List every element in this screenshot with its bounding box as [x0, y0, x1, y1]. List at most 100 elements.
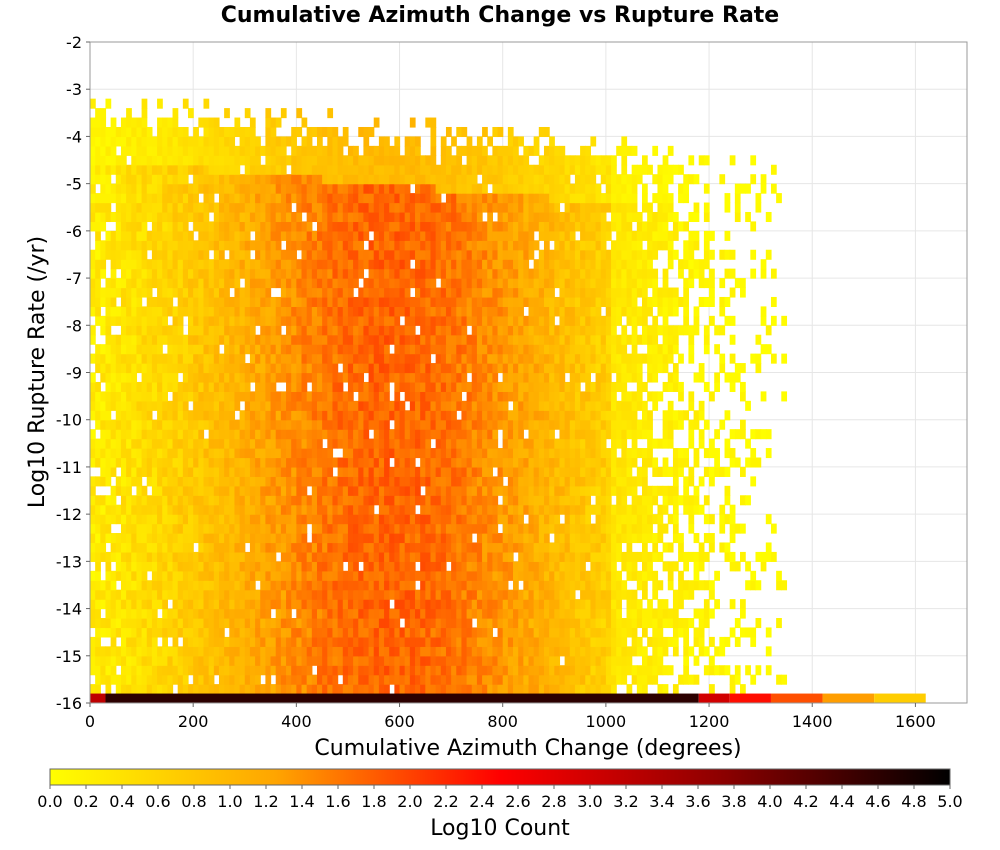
heatmap-cell — [332, 542, 339, 553]
heatmap-cell — [580, 570, 586, 581]
heatmap-cell — [456, 306, 463, 317]
heatmap-cell — [203, 448, 210, 459]
heatmap-cell — [244, 400, 251, 411]
heatmap-cell — [136, 599, 143, 610]
heatmap-cell — [188, 655, 194, 666]
heatmap-cell — [353, 495, 359, 506]
heatmap-cell — [693, 570, 700, 581]
heatmap-cell — [611, 665, 617, 676]
heatmap-cell — [224, 372, 230, 383]
heatmap-cell — [115, 419, 122, 430]
heatmap-cell — [306, 646, 313, 657]
heatmap-cell — [265, 570, 272, 581]
heatmap-cell — [244, 514, 251, 525]
heatmap-cell — [631, 344, 638, 355]
heatmap-cell — [533, 674, 540, 685]
heatmap-cell — [95, 381, 101, 392]
heatmap-cell — [193, 419, 199, 430]
heatmap-cell — [569, 363, 576, 374]
heatmap-cell — [657, 655, 664, 666]
heatmap-cell — [456, 655, 463, 666]
heatmap-cell — [595, 476, 602, 487]
heatmap-cell — [198, 636, 205, 647]
heatmap-cell — [672, 334, 679, 345]
heatmap-cell — [543, 287, 550, 298]
heatmap-cell — [208, 372, 215, 383]
heatmap-cell — [270, 589, 277, 600]
heatmap-cell — [569, 599, 576, 610]
heatmap-cell — [487, 278, 493, 289]
heatmap-cell — [626, 476, 633, 487]
heatmap-cell — [275, 448, 282, 459]
heatmap-cell — [203, 523, 210, 534]
heatmap-cell — [373, 476, 380, 487]
heatmap-cell — [208, 495, 215, 506]
heatmap-cell — [415, 448, 421, 459]
heatmap-cell — [605, 353, 612, 364]
heatmap-cell — [234, 363, 241, 374]
heatmap-cell — [177, 627, 184, 638]
heatmap-cell — [641, 504, 648, 515]
heatmap-cell — [249, 476, 256, 487]
heatmap-cell — [482, 353, 488, 364]
heatmap-cell — [595, 655, 602, 666]
heatmap-cell — [466, 655, 473, 666]
heatmap-cell — [420, 476, 426, 487]
heatmap-cell — [549, 580, 555, 591]
heatmap-cell — [363, 570, 370, 581]
heatmap-cell — [626, 410, 633, 421]
heatmap-cell — [244, 665, 251, 676]
heatmap-cell — [95, 561, 101, 572]
heatmap-cell — [435, 618, 442, 629]
heatmap-cell — [569, 457, 576, 468]
heatmap-cell — [409, 344, 416, 355]
heatmap-cell — [476, 325, 483, 336]
heatmap-cell — [636, 551, 643, 562]
heatmap-cell — [595, 580, 602, 591]
heatmap-cell — [332, 533, 339, 544]
heatmap-cell — [466, 514, 473, 525]
heatmap-cell — [286, 514, 292, 525]
heatmap-cell — [451, 306, 457, 317]
heatmap-cell — [244, 372, 251, 383]
heatmap-cell — [554, 561, 561, 572]
heatmap-cell — [218, 485, 225, 496]
heatmap-cell — [244, 523, 251, 534]
heatmap-cell — [332, 344, 339, 355]
heatmap-cell — [208, 542, 215, 553]
heatmap-cell — [595, 419, 602, 430]
heatmap-cell — [461, 551, 468, 562]
heatmap-cell — [105, 410, 112, 421]
heatmap-cell — [621, 561, 628, 572]
heatmap-cell — [688, 429, 695, 440]
heatmap-cell — [115, 344, 122, 355]
heatmap-cell — [162, 334, 168, 345]
heatmap-cell — [543, 306, 550, 317]
heatmap-cell — [513, 655, 519, 666]
heatmap-cell — [353, 646, 359, 657]
heatmap-cell — [115, 561, 122, 572]
heatmap-cell — [451, 514, 457, 525]
heatmap-cell — [621, 410, 628, 421]
heatmap-cell — [110, 589, 117, 600]
heatmap-cell — [492, 646, 499, 657]
heatmap-cell — [260, 344, 266, 355]
heatmap-cell — [564, 306, 571, 317]
heatmap-cell — [626, 514, 633, 525]
heatmap-cell — [208, 438, 215, 449]
heatmap-cell — [456, 353, 463, 364]
heatmap-cell — [440, 296, 447, 307]
heatmap-cell — [518, 533, 524, 544]
heatmap-cell — [600, 533, 607, 544]
heatmap-cell — [569, 523, 576, 534]
heatmap-cell — [332, 287, 339, 298]
heatmap-cell — [301, 287, 308, 298]
heatmap-cell — [626, 627, 633, 638]
heatmap-cell — [332, 334, 339, 345]
heatmap-cell — [445, 495, 452, 506]
heatmap-cell — [641, 580, 648, 591]
heatmap-cell — [208, 353, 215, 364]
heatmap-cell — [105, 381, 112, 392]
heatmap-cell — [523, 551, 530, 562]
heatmap-cell — [286, 646, 292, 657]
